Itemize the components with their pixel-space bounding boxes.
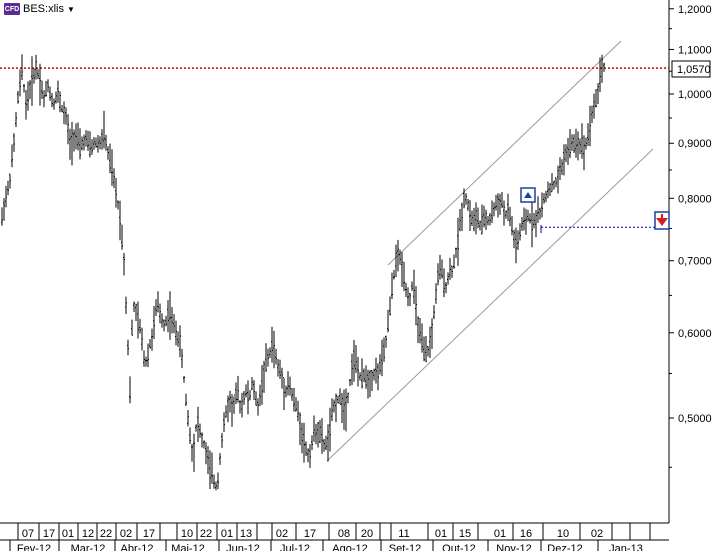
x-day-label: 10	[557, 528, 569, 540]
y-tick-label: 0,6000	[678, 328, 712, 340]
x-day-label: 15	[459, 528, 471, 540]
x-day-label: 17	[143, 528, 155, 540]
x-day-label: 11	[398, 528, 409, 540]
x-day-label: 07	[22, 528, 34, 540]
x-day-label: 17	[43, 528, 55, 540]
x-day-label: 02	[120, 528, 132, 540]
x-day-label: 20	[361, 528, 373, 540]
x-month-labels: Fev-12 Mar-12 Abr-12 Mai-12 Jun-12 Jul-12 Ago-…	[9, 540, 643, 551]
x-month-label: Abr-12	[120, 543, 153, 551]
x-day-label: 01	[221, 528, 233, 540]
x-day-label: 16	[520, 528, 532, 540]
price-bars	[1, 54, 605, 491]
channel-lower-line	[326, 148, 654, 462]
channel-upper-line	[387, 40, 622, 266]
x-month-label: Jan-13	[609, 543, 643, 551]
x-day-label: 01	[494, 528, 506, 540]
symbol-label[interactable]: BES:xlis	[23, 3, 64, 15]
cfd-badge-icon: CFD	[4, 3, 20, 15]
x-day-label: 17	[304, 528, 316, 540]
y-tick-label: 1,1000	[678, 44, 712, 56]
x-month-label: Set-12	[389, 543, 421, 551]
x-month-label: Jul-12	[280, 543, 310, 551]
y-tick-group: 1,2000 1,1000 1,0000 0,9000 0,8000 0,7000 0,60…	[669, 4, 712, 468]
y-tick-label: 0,9000	[678, 138, 712, 150]
chevron-down-icon[interactable]: ▼	[66, 4, 75, 14]
x-month-label: Dez-12	[547, 543, 582, 551]
x-day-label: 22	[100, 528, 112, 540]
y-tick-label: 0,5000	[678, 413, 712, 425]
y-tick-label: 0,7000	[678, 256, 712, 268]
x-day-label: 10	[181, 528, 193, 540]
x-day-label: 22	[200, 528, 212, 540]
x-month-label: Nov-12	[496, 543, 531, 551]
x-day-label: 01	[435, 528, 447, 540]
x-day-label: 13	[240, 528, 252, 540]
x-month-label: Ago-12	[332, 543, 367, 551]
x-day-label: 02	[276, 528, 288, 540]
y-tick-label: 1,2000	[678, 4, 712, 16]
chart-header[interactable]: CFD BES:xlis ▼	[4, 2, 75, 16]
x-month-label: Jun-12	[226, 543, 260, 551]
last-price-label: 1,0570	[677, 64, 711, 76]
x-day-label: 08	[338, 528, 350, 540]
last-price-box	[671, 60, 711, 78]
x-day-label: 12	[82, 528, 94, 540]
x-day-label: 02	[591, 528, 603, 540]
x-month-label: Fev-12	[17, 543, 51, 551]
x-month-label: Mar-12	[71, 543, 106, 551]
alert-marker-arrow	[656, 218, 668, 226]
x-day-label: 01	[62, 528, 74, 540]
x-month-label: Out-12	[442, 543, 476, 551]
x-day-labels: 07 17 01 12 22 02 17 10 22 01 13 02 17 08 20 11 01 15 01 16…	[17, 523, 651, 540]
y-tick-label: 0,8000	[678, 193, 712, 205]
buy-signal-arrow	[524, 192, 532, 198]
y-tick-label: 1,0000	[678, 89, 712, 101]
x-month-label: Mai-12	[171, 543, 205, 551]
